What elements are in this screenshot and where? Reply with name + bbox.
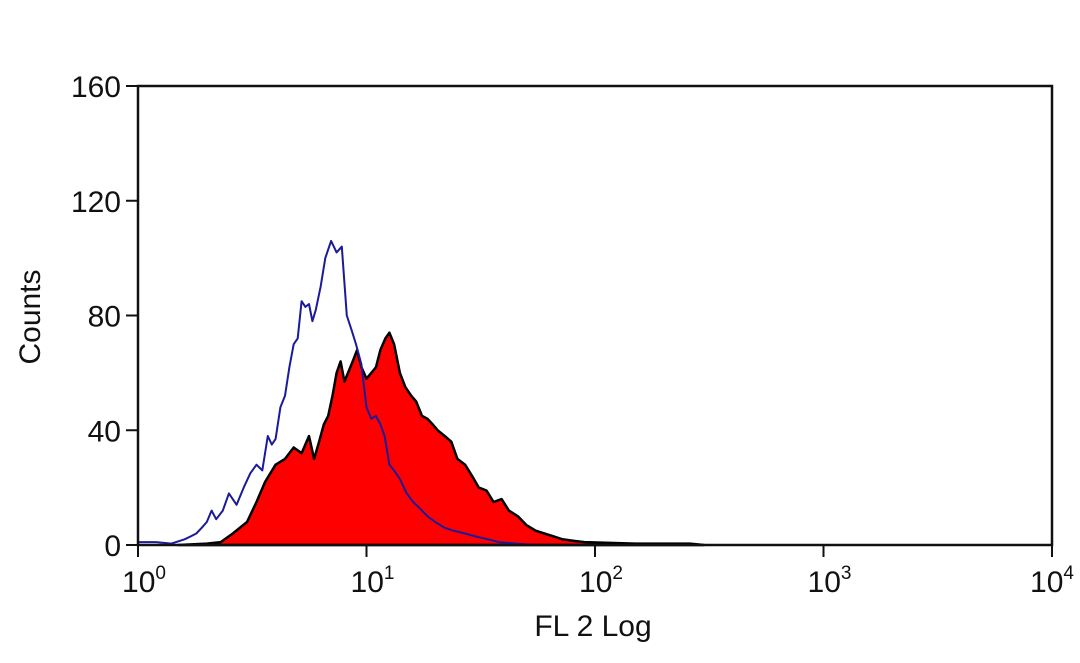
x-tick-base: 10 [1030, 566, 1063, 599]
x-tick-label: 101 [351, 563, 395, 599]
x-tick-exponent: 1 [384, 563, 395, 584]
x-tick-exponent: 0 [155, 563, 166, 584]
series-0-area [176, 331, 706, 547]
y-tick-label: 80 [88, 301, 121, 334]
x-axis: 100 101 102 103 104 [122, 545, 1074, 599]
x-axis-title: FL 2 Log [534, 610, 651, 643]
x-tick-base: 10 [122, 566, 155, 599]
x-tick-exponent: 3 [841, 563, 852, 584]
plot-area [138, 239, 706, 547]
x-tick-base: 10 [579, 566, 612, 599]
x-tick-label: 102 [579, 563, 623, 599]
x-tick-base: 10 [351, 566, 384, 599]
y-tick-label: 120 [71, 186, 121, 219]
x-tick-label: 103 [808, 563, 852, 599]
y-tick-label: 0 [104, 530, 121, 563]
series-1-line [138, 239, 536, 546]
y-tick-label: 160 [71, 71, 121, 104]
x-tick-exponent: 2 [612, 563, 623, 584]
x-tick-base: 10 [808, 566, 841, 599]
y-tick-label: 40 [88, 415, 121, 448]
y-axis: 0 40 80 120 160 [71, 71, 138, 563]
y-axis-title: Counts [14, 269, 47, 364]
x-tick-label: 104 [1030, 563, 1074, 599]
x-tick-exponent: 4 [1063, 563, 1074, 584]
x-tick-label: 100 [122, 563, 166, 599]
